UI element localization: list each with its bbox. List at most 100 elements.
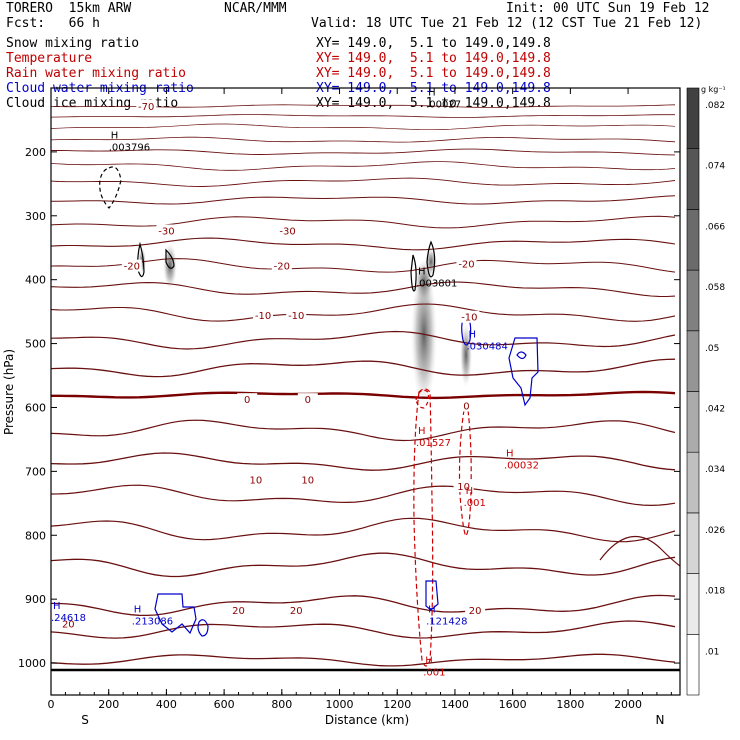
y-tick-label: 1000 — [18, 657, 46, 670]
temperature-label: 10 — [249, 476, 262, 487]
colorbar-swatch — [686, 391, 700, 453]
temperature-label-bg — [121, 259, 142, 272]
maximum-value: .030484 — [466, 342, 507, 353]
temperature-label-bg — [237, 393, 258, 406]
temperature-label: 0 — [463, 402, 469, 413]
temperature-label: 0 — [305, 395, 311, 406]
colorbar-swatch — [686, 209, 700, 271]
maximum-marker: H — [418, 426, 426, 437]
mixing-ratio-contours — [99, 166, 539, 667]
maximum-value: .121428 — [426, 616, 467, 627]
x-axis-label: Distance (km) — [325, 713, 409, 727]
maximum-value: .00027 — [426, 100, 461, 111]
isotherm-line — [50, 161, 676, 171]
temperature-label-bg — [459, 310, 480, 323]
cloud-ice-contour-2 — [137, 241, 145, 278]
isotherm-line — [50, 114, 675, 118]
temperature-label-bg — [58, 617, 79, 630]
temperature-label: -10 — [255, 311, 271, 322]
temperature-label-bg — [286, 604, 307, 617]
contour-labels: -70 -30 -30 -20 -20 -20 -10 -10 -10 0 0 0 10 10 10 20 20… — [51, 88, 539, 679]
isotherm-line — [50, 258, 676, 273]
cloud-water-contour-5 — [197, 619, 209, 637]
x-tick-label: 1000 — [326, 698, 354, 711]
legend-rain-xy: XY= 149.0, 5.1 to 149.0,149.8 — [316, 66, 551, 81]
y-axis-label: Pressure (hPa) — [2, 349, 16, 435]
colorbar-swatch — [686, 573, 700, 635]
plot-frame — [50, 87, 681, 696]
temperature-label: -10 — [288, 311, 304, 322]
x-tick-label: 1400 — [441, 698, 469, 711]
isotherm-line — [50, 517, 676, 543]
temperature-label: -30 — [158, 226, 174, 237]
cloud-ice-contour-5 — [410, 254, 417, 292]
colorbar-unit: g kg⁻¹ — [701, 85, 726, 94]
isotherm-line — [50, 303, 676, 322]
temperature-label-bg — [297, 473, 318, 486]
model-name: TORERO 15km ARW — [6, 1, 132, 16]
y-tick-label: 900 — [25, 593, 46, 606]
rain-contour-secondary — [458, 409, 472, 538]
maximum-value: .00032 — [504, 461, 539, 472]
temperature-label: 10 — [457, 482, 470, 493]
y-tick-label: 200 — [25, 146, 46, 159]
legend-snow-xy: XY= 149.0, 5.1 to 149.0,149.8 — [316, 36, 551, 51]
temperature-label-bg — [136, 99, 157, 112]
maximum-marker: H — [428, 88, 436, 99]
isotherm-line — [50, 419, 676, 442]
x-tick-label: 1600 — [499, 698, 527, 711]
legend-cloud-ice-xy: XY= 149.0, 5.1 to 149.0,149.8 — [316, 96, 551, 111]
temperature-label: 20 — [290, 606, 303, 617]
maximum-marker: H — [134, 604, 142, 615]
temperature-label: -20 — [124, 262, 140, 273]
colorbar-swatch — [686, 512, 700, 574]
x-tick-label: 800 — [271, 698, 292, 711]
isotherm-line — [51, 390, 676, 400]
colorbar-swatch — [686, 269, 700, 332]
cloud-ice-contour-1 — [99, 166, 122, 209]
maximum-marker: H — [506, 449, 514, 460]
x-tick-label: 2000 — [614, 698, 642, 711]
rain-contour-upper — [415, 389, 430, 409]
temperature-label-bg — [271, 259, 292, 272]
colorbar-swatch — [686, 633, 700, 696]
x-tick-label: 600 — [214, 698, 235, 711]
isotherm-line — [50, 215, 676, 229]
init-time: Init: 00 UTC Sun 19 Feb 12 — [506, 1, 710, 16]
temperature-label: -20 — [274, 262, 290, 273]
y-tick-label: 700 — [25, 465, 46, 478]
isotherm-line — [51, 195, 676, 205]
center-name: NCAR/MMM — [224, 1, 287, 16]
temperature-label-bg — [228, 604, 249, 617]
cloud-water-contour-6 — [425, 580, 439, 611]
colorbar-tick-label: .01 — [705, 647, 719, 657]
cloud-water-contour-4 — [154, 593, 197, 635]
temperature-label-bg — [456, 399, 477, 412]
legend-temperature: Temperature — [6, 51, 93, 66]
isotherm-line — [50, 281, 676, 298]
isotherm-line — [50, 552, 676, 578]
temperature-label: 20 — [232, 606, 245, 617]
temperature-label: -70 — [138, 102, 154, 113]
colorbar-swatch — [686, 87, 700, 150]
maximum-marker: H — [425, 656, 433, 667]
temperature-isotherms — [50, 104, 681, 672]
legend-snow: Snow mixing ratio — [6, 36, 140, 51]
cloud-water-contour-2 — [508, 337, 539, 407]
isotherm-line — [50, 452, 676, 471]
valid-time: Valid: 18 UTC Tue 21 Feb 12 (12 CST Tue … — [311, 16, 703, 31]
y-tick-label: 300 — [25, 210, 46, 223]
south-label: S — [81, 713, 89, 727]
maximum-marker: H — [428, 604, 436, 615]
temperature-label-bg — [456, 257, 477, 270]
y-tick-label: 400 — [25, 274, 46, 287]
colorbar-swatch — [686, 451, 700, 514]
temperature-label-bg — [277, 224, 298, 237]
isotherm-line — [50, 358, 676, 378]
colorbar-tick-label: .074 — [705, 162, 725, 172]
rain-contour-main — [413, 388, 434, 667]
colorbar-tick-label: .05 — [705, 344, 719, 354]
cloud-water-contour-1 — [461, 315, 472, 346]
y-tick-label: 800 — [25, 529, 46, 542]
